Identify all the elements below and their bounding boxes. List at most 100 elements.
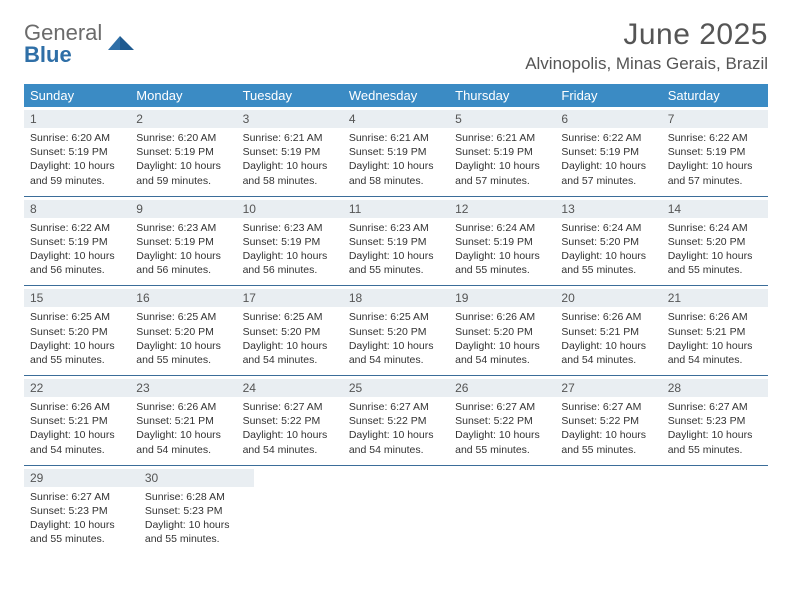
daylight-line: Daylight: 10 hours and 56 minutes. [136, 249, 230, 277]
sunrise-line: Sunrise: 6:25 AM [349, 310, 443, 324]
daylight-line: Daylight: 10 hours and 54 minutes. [349, 339, 443, 367]
daylight-line: Daylight: 10 hours and 59 minutes. [136, 159, 230, 187]
daylight-line: Daylight: 10 hours and 55 minutes. [561, 249, 655, 277]
calendar-cell: 21Sunrise: 6:26 AMSunset: 5:21 PMDayligh… [662, 286, 768, 375]
sunset-line: Sunset: 5:20 PM [561, 235, 655, 249]
calendar-cell: 18Sunrise: 6:25 AMSunset: 5:20 PMDayligh… [343, 286, 449, 375]
day-number: 29 [24, 469, 139, 487]
calendar-cell: 6Sunrise: 6:22 AMSunset: 5:19 PMDaylight… [555, 107, 661, 196]
daylight-line: Daylight: 10 hours and 54 minutes. [30, 428, 124, 456]
sunset-line: Sunset: 5:20 PM [30, 325, 124, 339]
day-number: 7 [662, 110, 768, 128]
day-number: 3 [237, 110, 343, 128]
sunset-line: Sunset: 5:19 PM [455, 145, 549, 159]
daylight-line: Daylight: 10 hours and 54 minutes. [136, 428, 230, 456]
daylight-line: Daylight: 10 hours and 58 minutes. [349, 159, 443, 187]
calendar-cell: 5Sunrise: 6:21 AMSunset: 5:19 PMDaylight… [449, 107, 555, 196]
daylight-line: Daylight: 10 hours and 55 minutes. [145, 518, 248, 546]
daylight-line: Daylight: 10 hours and 55 minutes. [30, 339, 124, 367]
day-number: 17 [237, 289, 343, 307]
logo-mark-icon [106, 32, 136, 57]
day-number: 27 [555, 379, 661, 397]
day-number: 5 [449, 110, 555, 128]
sunrise-line: Sunrise: 6:24 AM [561, 221, 655, 235]
sunrise-line: Sunrise: 6:25 AM [136, 310, 230, 324]
daylight-line: Daylight: 10 hours and 54 minutes. [668, 339, 762, 367]
calendar-cell: 9Sunrise: 6:23 AMSunset: 5:19 PMDaylight… [130, 197, 236, 286]
daylight-line: Daylight: 10 hours and 54 minutes. [561, 339, 655, 367]
calendar-header-col: Saturday [662, 84, 768, 107]
daylight-line: Daylight: 10 hours and 57 minutes. [561, 159, 655, 187]
calendar-cell: 10Sunrise: 6:23 AMSunset: 5:19 PMDayligh… [237, 197, 343, 286]
day-number: 15 [24, 289, 130, 307]
logo-word-2: Blue [24, 42, 72, 67]
daylight-line: Daylight: 10 hours and 54 minutes. [455, 339, 549, 367]
calendar-cell: 30Sunrise: 6:28 AMSunset: 5:23 PMDayligh… [139, 466, 254, 555]
sunset-line: Sunset: 5:20 PM [455, 325, 549, 339]
calendar-empty-cell [357, 466, 460, 555]
daylight-line: Daylight: 10 hours and 58 minutes. [243, 159, 337, 187]
daylight-line: Daylight: 10 hours and 54 minutes. [243, 339, 337, 367]
day-number: 21 [662, 289, 768, 307]
sunset-line: Sunset: 5:21 PM [136, 414, 230, 428]
calendar-empty-cell [459, 466, 562, 555]
day-number: 16 [130, 289, 236, 307]
sunrise-line: Sunrise: 6:26 AM [561, 310, 655, 324]
calendar-cell: 15 Sunrise: 6:25 AMSunset: 5:20 PMDayligh… [24, 286, 130, 375]
day-number: 1 [24, 110, 130, 128]
calendar-empty-cell [562, 466, 665, 555]
logo: General Blue [24, 22, 136, 66]
calendar-cell: 20Sunrise: 6:26 AMSunset: 5:21 PMDayligh… [555, 286, 661, 375]
sunrise-line: Sunrise: 6:23 AM [243, 221, 337, 235]
calendar-cell: 27 Sunrise: 6:27 AMSunset: 5:22 PMDayligh… [555, 376, 661, 465]
daylight-line: Daylight: 10 hours and 55 minutes. [30, 518, 133, 546]
sunrise-line: Sunrise: 6:27 AM [561, 400, 655, 414]
calendar-cell: 3 Sunrise: 6:21 AMSunset: 5:19 PMDaylight… [237, 107, 343, 196]
daylight-line: Daylight: 10 hours and 55 minutes. [668, 249, 762, 277]
day-number: 4 [343, 110, 449, 128]
sunrise-line: Sunrise: 6:22 AM [668, 131, 762, 145]
sunrise-line: Sunrise: 6:25 AM [30, 310, 124, 324]
calendar-body: 1Sunrise: 6:20 AMSunset: 5:19 PMDaylight… [24, 107, 768, 554]
daylight-line: Daylight: 10 hours and 57 minutes. [455, 159, 549, 187]
sunset-line: Sunset: 5:19 PM [243, 235, 337, 249]
calendar-empty-cell [254, 466, 357, 555]
calendar-row: 22Sunrise: 6:26 AMSunset: 5:21 PMDayligh… [24, 376, 768, 466]
day-number: 20 [555, 289, 661, 307]
daylight-line: Daylight: 10 hours and 55 minutes. [455, 428, 549, 456]
daylight-line: Daylight: 10 hours and 59 minutes. [30, 159, 124, 187]
sunrise-line: Sunrise: 6:27 AM [349, 400, 443, 414]
calendar-cell: 23 Sunrise: 6:26 AMSunset: 5:21 PMDayligh… [130, 376, 236, 465]
sunset-line: Sunset: 5:22 PM [561, 414, 655, 428]
sunrise-line: Sunrise: 6:27 AM [455, 400, 549, 414]
sunrise-line: Sunrise: 6:24 AM [668, 221, 762, 235]
sunset-line: Sunset: 5:19 PM [243, 145, 337, 159]
sunrise-line: Sunrise: 6:22 AM [30, 221, 124, 235]
calendar-cell: 7Sunrise: 6:22 AMSunset: 5:19 PMDaylight… [662, 107, 768, 196]
calendar-header-col: Thursday [449, 84, 555, 107]
day-number: 10 [237, 200, 343, 218]
sunset-line: Sunset: 5:23 PM [145, 504, 248, 518]
sunrise-line: Sunrise: 6:23 AM [349, 221, 443, 235]
day-number: 9 [130, 200, 236, 218]
calendar: SundayMondayTuesdayWednesdayThursdayFrid… [24, 84, 768, 554]
sunset-line: Sunset: 5:19 PM [668, 145, 762, 159]
calendar-header-col: Sunday [24, 84, 130, 107]
sunrise-line: Sunrise: 6:27 AM [243, 400, 337, 414]
day-number: 23 [130, 379, 236, 397]
calendar-row: 29Sunrise: 6:27 AMSunset: 5:23 PMDayligh… [24, 466, 768, 555]
sunset-line: Sunset: 5:23 PM [30, 504, 133, 518]
daylight-line: Daylight: 10 hours and 56 minutes. [30, 249, 124, 277]
daylight-line: Daylight: 10 hours and 55 minutes. [561, 428, 655, 456]
calendar-header-col: Wednesday [343, 84, 449, 107]
sunrise-line: Sunrise: 6:28 AM [145, 490, 248, 504]
day-number: 28 [662, 379, 768, 397]
calendar-header-col: Friday [555, 84, 661, 107]
calendar-cell: 26Sunrise: 6:27 AMSunset: 5:22 PMDayligh… [449, 376, 555, 465]
sunrise-line: Sunrise: 6:20 AM [136, 131, 230, 145]
calendar-cell: 19Sunrise: 6:26 AMSunset: 5:20 PMDayligh… [449, 286, 555, 375]
calendar-empty-cell [665, 466, 768, 555]
sunrise-line: Sunrise: 6:21 AM [243, 131, 337, 145]
calendar-cell: 25Sunrise: 6:27 AMSunset: 5:22 PMDayligh… [343, 376, 449, 465]
sunrise-line: Sunrise: 6:26 AM [136, 400, 230, 414]
